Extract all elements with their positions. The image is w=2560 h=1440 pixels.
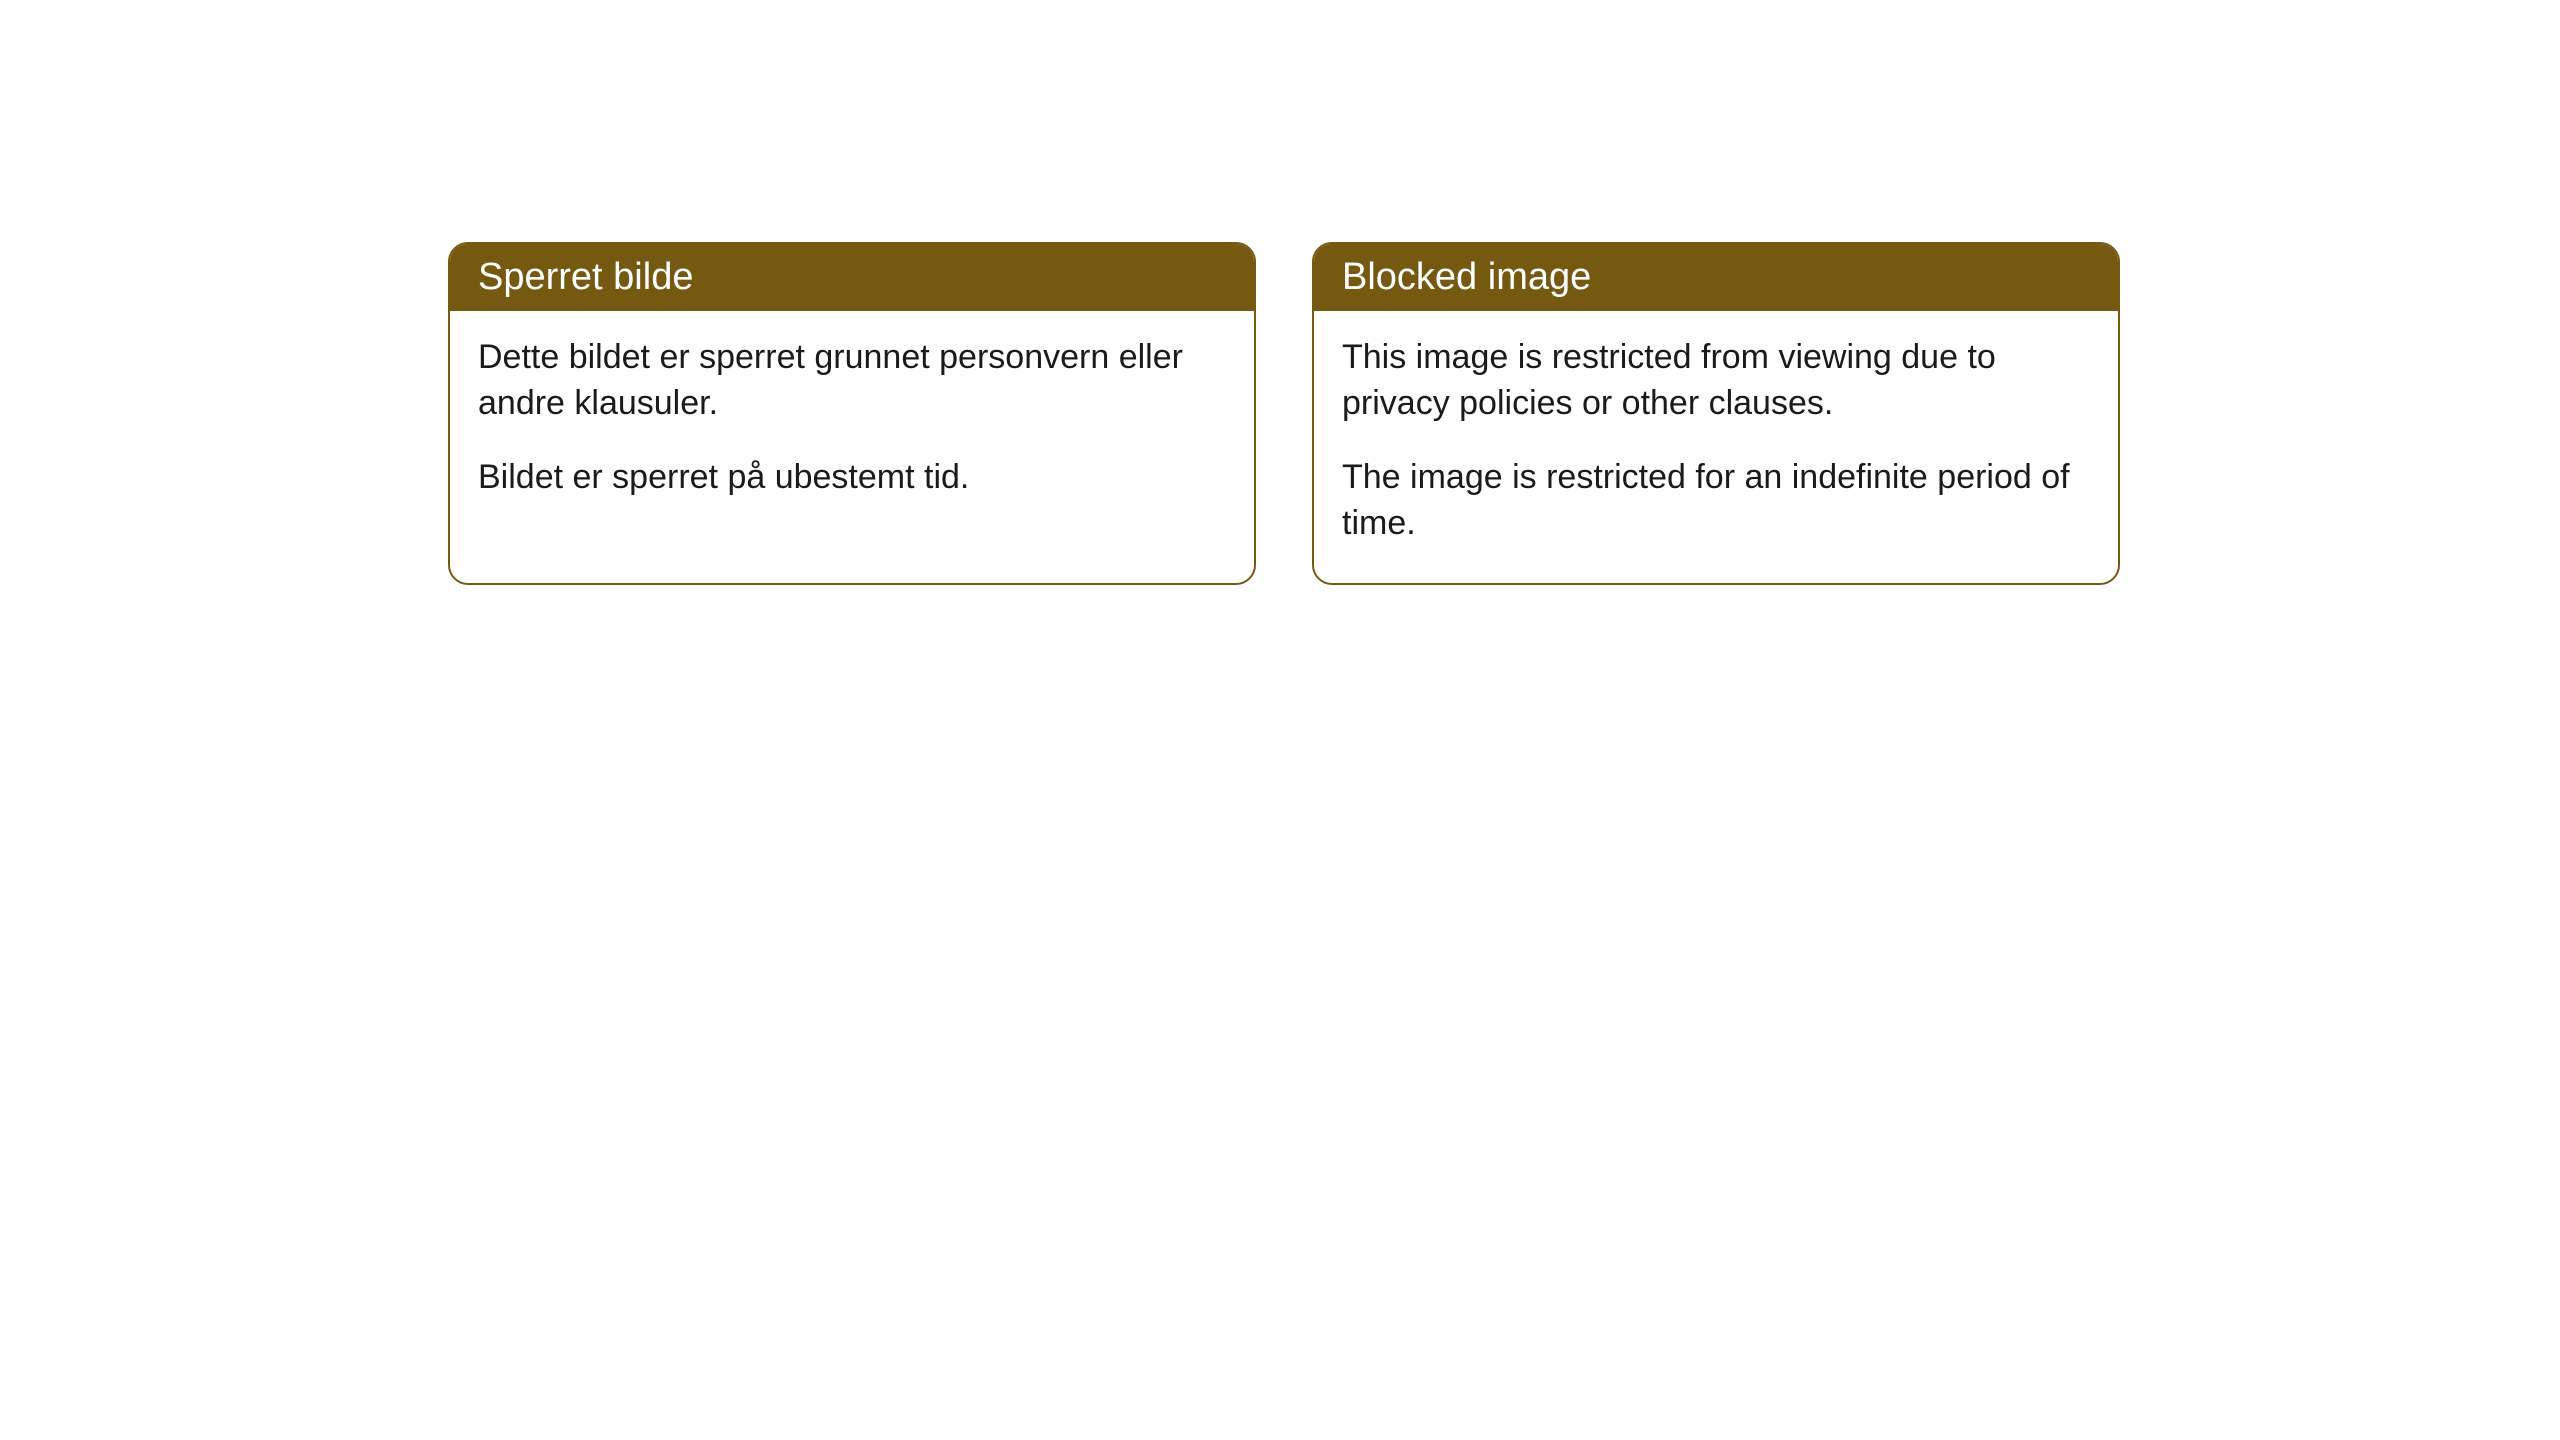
card-header: Sperret bilde bbox=[450, 244, 1254, 311]
blocked-image-card-norwegian: Sperret bilde Dette bildet er sperret gr… bbox=[448, 242, 1256, 585]
card-paragraph: Bildet er sperret på ubestemt tid. bbox=[478, 455, 1226, 501]
card-title: Blocked image bbox=[1342, 256, 1591, 298]
blocked-image-card-english: Blocked image This image is restricted f… bbox=[1312, 242, 2120, 585]
card-header: Blocked image bbox=[1314, 244, 2118, 311]
card-body: Dette bildet er sperret grunnet personve… bbox=[450, 311, 1254, 537]
card-paragraph: The image is restricted for an indefinit… bbox=[1342, 455, 2090, 547]
cards-container: Sperret bilde Dette bildet er sperret gr… bbox=[448, 242, 2120, 585]
card-body: This image is restricted from viewing du… bbox=[1314, 311, 2118, 583]
card-title: Sperret bilde bbox=[478, 256, 693, 298]
card-paragraph: This image is restricted from viewing du… bbox=[1342, 335, 2090, 427]
card-paragraph: Dette bildet er sperret grunnet personve… bbox=[478, 335, 1226, 427]
